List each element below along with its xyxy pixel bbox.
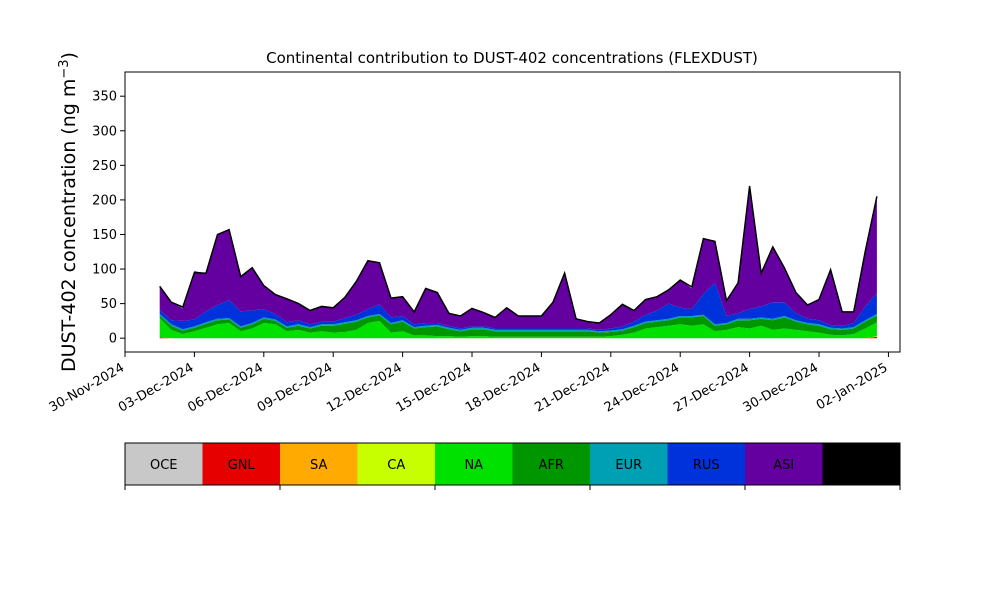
legend-label-afr: AFR (539, 458, 564, 473)
y-tick-label: 200 (92, 193, 117, 208)
legend-label-sa: SA (310, 458, 327, 473)
x-tick-label: 03-Dec-2024 (116, 360, 196, 415)
legend-swatch-aus (822, 443, 900, 485)
legend-label-na: NA (464, 458, 483, 473)
total-concentration-line (159, 186, 878, 324)
x-tick-label: 06-Dec-2024 (185, 360, 265, 415)
plot-area (124, 71, 901, 353)
x-tick-label: 12-Dec-2024 (324, 360, 404, 415)
y-tick-label: 150 (92, 228, 117, 243)
x-tick-label: 27-Dec-2024 (671, 360, 751, 415)
legend-colorbar: OCE GNL SA CA NA AFR EUR RUS ASI AUS (124, 442, 901, 490)
area-asi (159, 184, 877, 330)
legend-label-rus: RUS (693, 458, 720, 473)
area-afr (159, 315, 877, 337)
legend-swatch-afr (512, 443, 590, 485)
total-line-group (159, 186, 878, 324)
legend-swatch-eur (590, 443, 668, 485)
stacked-areas (159, 184, 877, 339)
area-na (159, 318, 877, 339)
y-tick-label: 350 (92, 90, 117, 105)
chart-title: Continental contribution to DUST-402 con… (266, 49, 758, 67)
y-tick-label: 50 (100, 297, 117, 312)
x-tick-label: 02-Jan-2025 (814, 360, 891, 413)
legend-label-oce: OCE (150, 458, 178, 473)
y-axis-label: DUST-402 concentration (ng m−3) (57, 52, 81, 372)
y-tick-label: 300 (92, 124, 117, 139)
y-tick-label: 0 (109, 332, 117, 347)
legend-label-eur: EUR (615, 458, 642, 473)
x-tick-label: 24-Dec-2024 (602, 360, 682, 415)
legend-swatch-oce (125, 443, 203, 485)
legend-swatch-sa (280, 443, 358, 485)
legend-swatch-na (435, 443, 513, 485)
legend-label-asi: ASI (773, 458, 794, 473)
y-axis: 0 50 100 150 200 250 300 350 (92, 90, 125, 347)
legend-swatch-ca (357, 443, 435, 485)
legend-frame (124, 442, 901, 486)
x-tick-label: 30-Dec-2024 (741, 360, 821, 415)
legend-label-gnl: GNL (228, 458, 256, 473)
x-axis: 30-Nov-202403-Dec-202406-Dec-202409-Dec-… (47, 352, 891, 416)
plot-frame (124, 71, 901, 353)
x-tick-label: 18-Dec-2024 (463, 360, 543, 415)
y-tick-label: 250 (92, 159, 117, 174)
x-tick-label: 15-Dec-2024 (394, 360, 474, 415)
legend-swatch-gnl (202, 443, 280, 485)
legend-label-aus: AUS (848, 458, 875, 473)
legend-label-ca: CA (387, 458, 405, 473)
legend-swatch-rus (667, 443, 745, 485)
x-tick-label: 21-Dec-2024 (532, 360, 612, 415)
x-tick-label: 09-Dec-2024 (255, 360, 335, 415)
legend-swatch-asi (745, 443, 823, 485)
y-tick-label: 100 (92, 263, 117, 278)
